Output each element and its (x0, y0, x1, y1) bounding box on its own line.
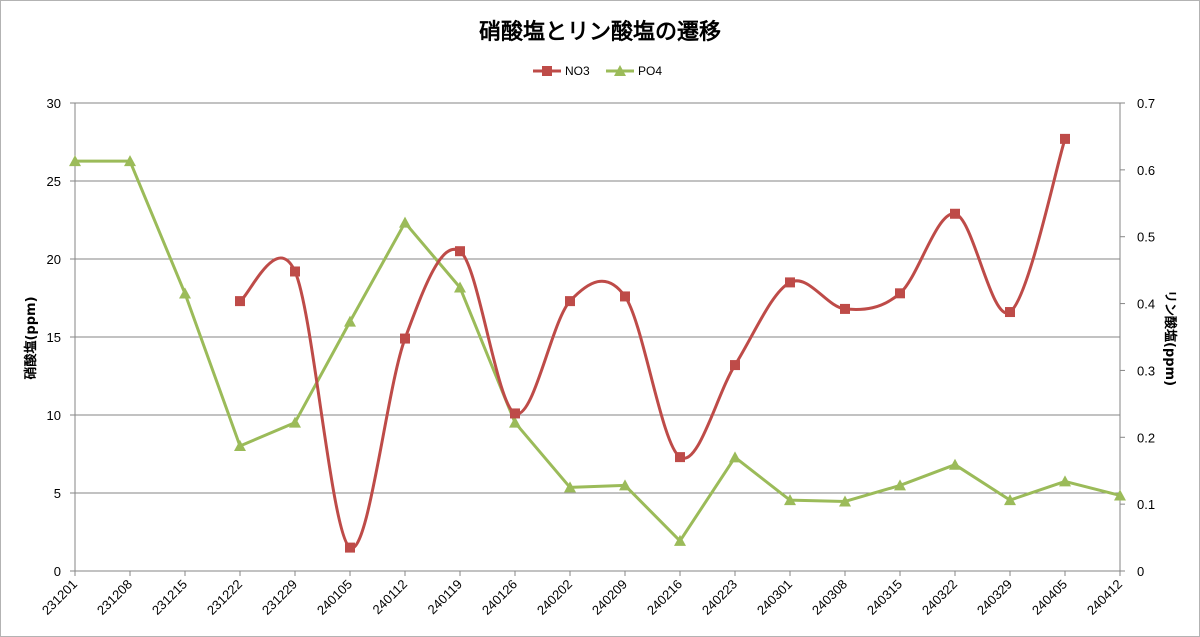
data-point-no3 (730, 360, 740, 371)
data-point-no3 (620, 291, 630, 302)
data-point-no3 (400, 333, 410, 344)
data-point-po4 (1004, 494, 1016, 506)
y-left-tick-label: 10 (47, 408, 61, 423)
data-point-po4 (1059, 475, 1071, 487)
x-tick-label: 240405 (1029, 577, 1070, 618)
series-line-no3 (238, 137, 1067, 550)
y-left-tick-label: 20 (47, 252, 61, 267)
y-right-tick-label: 0.4 (1137, 297, 1155, 312)
data-point-no3 (455, 246, 465, 257)
data-point-po4 (674, 534, 686, 546)
legend: NO3 PO4 (533, 64, 662, 78)
series (69, 133, 1126, 553)
data-point-po4 (344, 315, 356, 327)
x-tick-label: 240126 (479, 577, 520, 618)
x-tick-label: 240105 (314, 577, 355, 618)
data-point-po4 (454, 281, 466, 293)
gridlines (75, 102, 1120, 494)
data-point-po4 (124, 155, 136, 167)
y-right-tick-label: 0.5 (1137, 230, 1155, 245)
y-axis-right-title: リン酸塩(ppm) (1162, 290, 1178, 386)
y-left-tick-label: 30 (47, 96, 61, 111)
x-tick-label: 231215 (149, 577, 190, 618)
data-point-no3 (1060, 133, 1070, 144)
axes (70, 102, 1125, 576)
data-point-no3 (840, 303, 850, 314)
data-point-no3 (235, 296, 245, 307)
data-point-po4 (509, 416, 521, 428)
x-tick-label: 240216 (644, 577, 685, 618)
data-point-po4 (69, 155, 81, 167)
data-point-no3 (1005, 307, 1015, 318)
data-point-no3 (895, 288, 905, 299)
x-tick-label: 240412 (1084, 577, 1125, 618)
y-right-tick-label: 0.7 (1137, 96, 1155, 111)
data-point-po4 (564, 481, 576, 493)
legend-label-no3: NO3 (565, 64, 590, 78)
chart-title: 硝酸塩とリン酸塩の遷移 (479, 19, 721, 45)
data-point-po4 (894, 479, 906, 491)
x-tick-label: 240209 (589, 577, 630, 618)
data-point-no3 (290, 266, 300, 277)
data-point-po4 (729, 451, 741, 463)
x-tick-label: 231222 (204, 577, 245, 618)
y-right-tick-label: 0.2 (1137, 430, 1155, 445)
data-point-po4 (289, 416, 301, 428)
data-point-no3 (675, 452, 685, 463)
data-point-po4 (784, 494, 796, 506)
legend-marker-po4 (614, 65, 626, 76)
x-tick-label: 240112 (370, 577, 411, 618)
series-line-po4 (73, 159, 1122, 543)
y-left-tick-label: 25 (47, 174, 61, 189)
data-point-no3 (785, 277, 795, 288)
data-point-no3 (950, 208, 960, 219)
x-tick-label: 240308 (809, 577, 850, 618)
y-axis-left-title: 硝酸塩(ppm) (23, 296, 39, 379)
x-tick-label: 240322 (919, 577, 960, 618)
x-tick-label: 240202 (534, 577, 575, 618)
data-point-po4 (619, 479, 631, 491)
x-tick-label: 240315 (864, 577, 905, 618)
x-tick-label: 240301 (754, 577, 795, 618)
y-right-tick-label: 0 (1137, 564, 1144, 579)
x-tick-label: 240223 (699, 577, 740, 618)
x-tick-label: 231201 (39, 577, 80, 618)
y-left-tick-label: 0 (54, 564, 61, 579)
data-point-no3 (345, 542, 355, 553)
data-point-po4 (839, 495, 851, 507)
y-right-tick-label: 0.1 (1137, 497, 1155, 512)
y-right-tick-label: 0.6 (1137, 163, 1155, 178)
y-left-tick-label: 15 (47, 330, 61, 345)
x-tick-label: 240119 (425, 577, 466, 618)
y-right-tick-label: 0.3 (1137, 363, 1155, 378)
y-left-tick-label: 5 (54, 486, 61, 501)
data-point-po4 (949, 458, 961, 470)
legend-marker-no3 (542, 66, 552, 76)
data-point-po4 (399, 216, 411, 228)
data-point-po4 (234, 439, 246, 451)
x-tick-label: 231208 (94, 577, 135, 618)
data-point-po4 (179, 287, 191, 299)
data-point-po4 (1114, 489, 1126, 501)
data-point-no3 (565, 296, 575, 307)
x-tick-label: 231229 (259, 577, 300, 618)
x-tick-label: 240329 (974, 577, 1015, 618)
data-point-no3 (510, 408, 520, 419)
legend-label-po4: PO4 (638, 64, 662, 78)
